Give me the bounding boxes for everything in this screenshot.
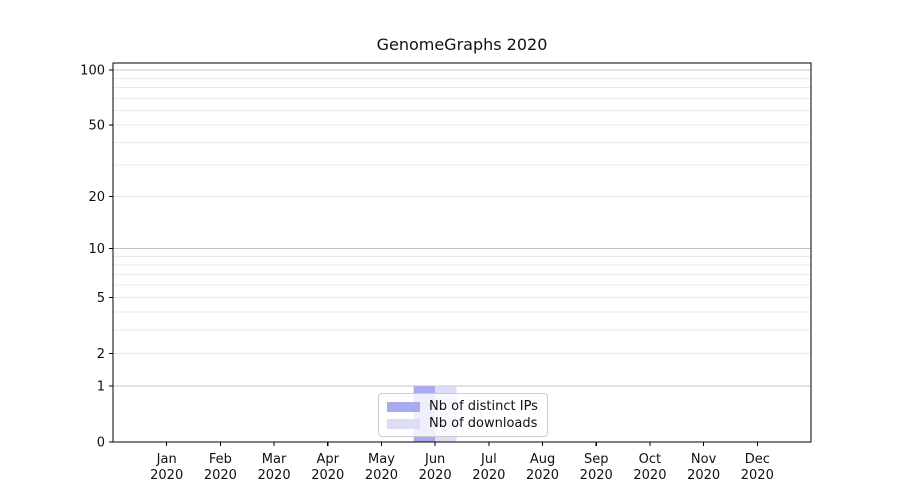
legend-label-downloads: Nb of downloads: [429, 416, 538, 431]
x-tick-label-year: 2020: [258, 468, 291, 483]
x-tick-label-month: May: [368, 452, 395, 467]
x-tick-label-year: 2020: [419, 468, 452, 483]
x-tick-label-year: 2020: [741, 468, 774, 483]
x-tick-label-month: Oct: [639, 452, 661, 467]
x-tick-label-year: 2020: [526, 468, 559, 483]
x-tick-label-year: 2020: [472, 468, 505, 483]
x-tick-label-month: Jan: [156, 452, 177, 467]
y-tick-label: 100: [80, 63, 105, 78]
y-tick-label: 1: [97, 380, 105, 395]
y-tick-label: 20: [88, 190, 105, 205]
x-tick-label-year: 2020: [580, 468, 613, 483]
x-tick-label-month: Sep: [584, 452, 609, 467]
chart-title: GenomeGraphs 2020: [376, 35, 548, 54]
x-tick-label-year: 2020: [365, 468, 398, 483]
x-tick-label-year: 2020: [311, 468, 344, 483]
legend-item-downloads: Nb of downloads: [387, 415, 538, 432]
x-tick-label-month: Feb: [209, 452, 232, 467]
legend: Nb of distinct IPs Nb of downloads: [378, 393, 548, 437]
legend-item-distinct-ips: Nb of distinct IPs: [387, 398, 538, 415]
x-tick-label-year: 2020: [150, 468, 183, 483]
legend-swatch-distinct-ips: [387, 401, 420, 412]
y-tick-label: 10: [88, 242, 105, 257]
x-tick-label-month: Apr: [317, 452, 340, 467]
x-tick-label-month: Mar: [262, 452, 287, 467]
x-tick-label-year: 2020: [204, 468, 237, 483]
y-tick-label: 2: [97, 347, 105, 362]
x-tick-label-month: Jul: [480, 452, 497, 467]
y-tick-label: 50: [88, 118, 105, 133]
x-tick-label-month: Dec: [745, 452, 770, 467]
x-tick-label-year: 2020: [633, 468, 666, 483]
x-tick-label-month: Aug: [530, 452, 555, 467]
legend-swatch-downloads: [387, 418, 420, 429]
y-tick-label: 5: [97, 291, 105, 306]
x-tick-label-month: Jun: [424, 452, 445, 467]
plot-spines: [112, 62, 812, 443]
legend-label-distinct-ips: Nb of distinct IPs: [429, 399, 538, 414]
y-tick-label: 0: [97, 436, 105, 451]
x-tick-label-year: 2020: [687, 468, 720, 483]
x-tick-label-month: Nov: [691, 452, 717, 467]
